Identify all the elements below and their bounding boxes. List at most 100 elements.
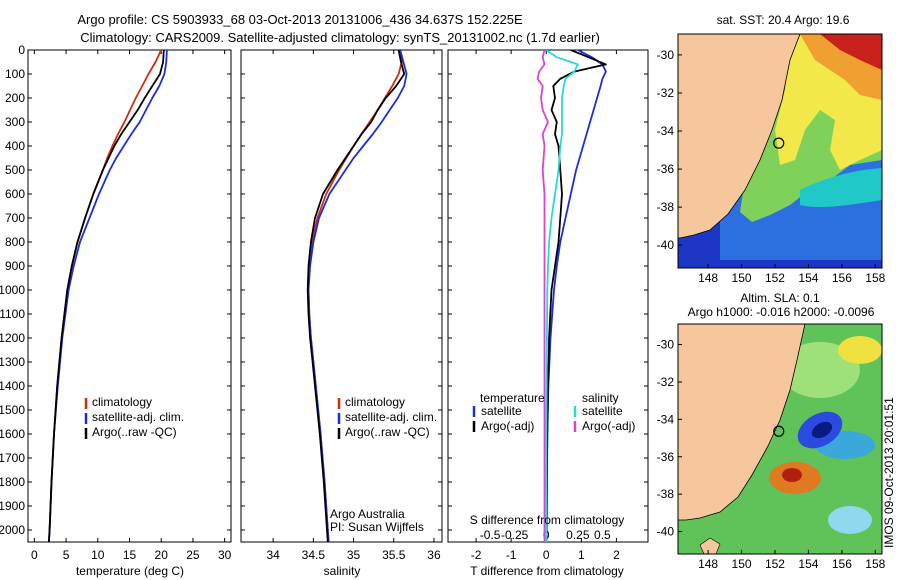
depth-tick-label: 900 — [5, 259, 25, 273]
depth-tick-label: 1900 — [0, 499, 25, 513]
sst-hottest-water — [820, 34, 882, 70]
depth-tick-label: 300 — [5, 115, 25, 129]
salinity-x-axis: 34 34.5 35 35.5 36 — [266, 50, 441, 562]
difference-x-axis: -2 -1 0 1 2-0.5 -0.25 0 0.25 0.5 — [471, 50, 620, 562]
lon-tick-label: 148 — [698, 271, 718, 285]
difference-series — [536, 50, 607, 542]
legend-heading-temperature: temperature — [480, 391, 545, 405]
depth-tick-label: 1000 — [0, 283, 25, 297]
depth-tick-label: 1700 — [0, 451, 25, 465]
difference-legend: temperature salinity satellite Argo(-adj… — [472, 391, 635, 433]
temperature-x-axis: 0 5 10 15 20 25 30 — [31, 50, 232, 562]
legend-label-argo: Argo(..raw -QC) — [92, 425, 177, 439]
lat-tick-label: -36 — [657, 450, 675, 464]
sst-land — [678, 34, 801, 239]
sla-float-marker — [773, 425, 785, 437]
depth-tick-label: 1500 — [0, 403, 25, 417]
lon-tick-label: 158 — [865, 557, 885, 571]
lon-tick-label: 148 — [698, 557, 718, 571]
sla-red-patch — [782, 468, 802, 482]
series-line-argo-raw-qc- — [48, 50, 165, 542]
x-tick-label: 0 — [543, 548, 550, 562]
sla-map-title: Altim. SLA: 0.1 — [740, 291, 820, 305]
depth-tick-label: 500 — [5, 163, 25, 177]
lat-tick-label: -32 — [657, 375, 675, 389]
lat-tick-label: -40 — [657, 525, 675, 539]
s-tick-label: 0.25 — [566, 528, 590, 542]
depth-tick-label: 1300 — [0, 355, 25, 369]
x-tick-label: -1 — [506, 548, 517, 562]
x-tick-label: 0 — [31, 548, 38, 562]
salinity-xlabel: salinity — [324, 564, 361, 578]
series-line-temperature-argo-adj- — [545, 50, 607, 542]
difference-panel: -2 -1 0 1 2-0.5 -0.25 0 0.25 0.5 S difference fr… — [447, 49, 649, 578]
sla-lightblue-patch — [828, 506, 872, 534]
series-line-argo-raw-qc- — [306, 50, 406, 542]
x-tick-label: 15 — [123, 548, 137, 562]
figure-title-line2: Climatology: CARS2009. Satellite-adjuste… — [80, 30, 600, 45]
s-tick-label: -0.5 — [480, 528, 501, 542]
lon-tick-label: 150 — [732, 557, 752, 571]
lon-tick-label: 152 — [765, 271, 785, 285]
salinity-series — [306, 50, 408, 542]
legend-label-argo: Argo(..raw -QC) — [345, 425, 430, 439]
x-tick-label: 34 — [266, 548, 280, 562]
series-line-salinity-satellite — [545, 50, 579, 542]
x-tick-label: 10 — [91, 548, 105, 562]
imos-credit: IMOS 09-Oct-2013 20:01:51 — [882, 397, 896, 548]
sla-map-subtitle: Argo h1000: -0.016 h2000: -0.0096 — [688, 305, 875, 319]
sst-map-image — [678, 34, 882, 268]
lat-tick-label: -40 — [657, 238, 675, 252]
lat-tick-label: -34 — [657, 412, 675, 426]
salinity-legend: climatology satellite-adj. clim. Argo(..… — [337, 395, 437, 439]
s-difference-label: S difference from climatology — [470, 513, 625, 527]
depth-tick-label: 100 — [5, 67, 25, 81]
legend-label-satellite: satellite-adj. clim. — [345, 410, 437, 424]
lat-tick-label: -32 — [657, 86, 675, 100]
lon-tick-label: 158 — [865, 271, 885, 285]
depth-tick-label: 2000 — [0, 523, 25, 537]
depth-tick-label: 600 — [5, 187, 25, 201]
depth-tick-label: 1100 — [0, 307, 25, 321]
salinity-panel: 34 34.5 35 35.5 36 salinity climatology sate… — [240, 49, 443, 578]
depth-tick-label: 1200 — [0, 331, 25, 345]
sla-map: Altim. SLA: 0.1 Argo h1000: -0.016 h2000… — [657, 291, 886, 571]
temperature-axes-frame — [27, 49, 232, 543]
lat-tick-label: -30 — [657, 338, 675, 352]
depth-tick-label: 400 — [5, 139, 25, 153]
sst-map-ticks: 148 150 152 154 156 158 -30 -32 -34 -36 -38 -40 — [657, 48, 886, 285]
lat-tick-label: -38 — [657, 200, 675, 214]
s-tick-label: 0.5 — [594, 528, 611, 542]
x-tick-label: 25 — [186, 548, 200, 562]
sla-map-ticks: 148 150 152 154 156 158 -30 -32 -34 -36 -38 -40 — [657, 338, 886, 571]
lat-tick-label: -30 — [657, 48, 675, 62]
t-difference-xlabel: T difference from climatology — [470, 564, 624, 578]
sst-map-frame — [677, 33, 883, 269]
series-line-salinity-argo-adj- — [536, 50, 549, 542]
depth-tick-label: 800 — [5, 235, 25, 249]
temperature-legend: climatology satellite-adj. clim. Argo(..… — [84, 395, 184, 439]
lon-tick-label: 150 — [732, 271, 752, 285]
annotation-argo-australia: Argo Australia — [330, 507, 405, 521]
depth-axis: 0 100 200 300 400 500 600 700 800 900 1000 1100 1200… — [0, 43, 231, 537]
x-tick-label: 2 — [613, 548, 620, 562]
salinity-axes-frame — [240, 49, 443, 543]
legend-label-satellite: satellite-adj. clim. — [92, 410, 184, 424]
sla-tasmania — [699, 537, 721, 554]
x-tick-label: 35.5 — [382, 548, 406, 562]
salinity-depth-ticks — [241, 49, 442, 531]
x-tick-label: 35 — [347, 548, 361, 562]
annotation-pi: PI: Susan Wijffels — [330, 520, 424, 534]
x-tick-label: -2 — [471, 548, 482, 562]
depth-tick-label: 0 — [18, 43, 25, 57]
legend-heading-salinity: salinity — [582, 391, 619, 405]
legend-label-temp-argo: Argo(-adj) — [481, 419, 534, 433]
x-tick-label: 36 — [427, 548, 441, 562]
legend-label-sal-satellite: satellite — [582, 404, 623, 418]
lat-tick-label: -34 — [657, 124, 675, 138]
sst-map: sat. SST: 20.4 Argo: 19.6 148 150 152 154 15… — [657, 13, 886, 285]
sst-float-marker — [773, 137, 785, 149]
sla-land — [678, 324, 806, 521]
lon-tick-label: 156 — [832, 557, 852, 571]
lon-tick-label: 154 — [798, 557, 818, 571]
